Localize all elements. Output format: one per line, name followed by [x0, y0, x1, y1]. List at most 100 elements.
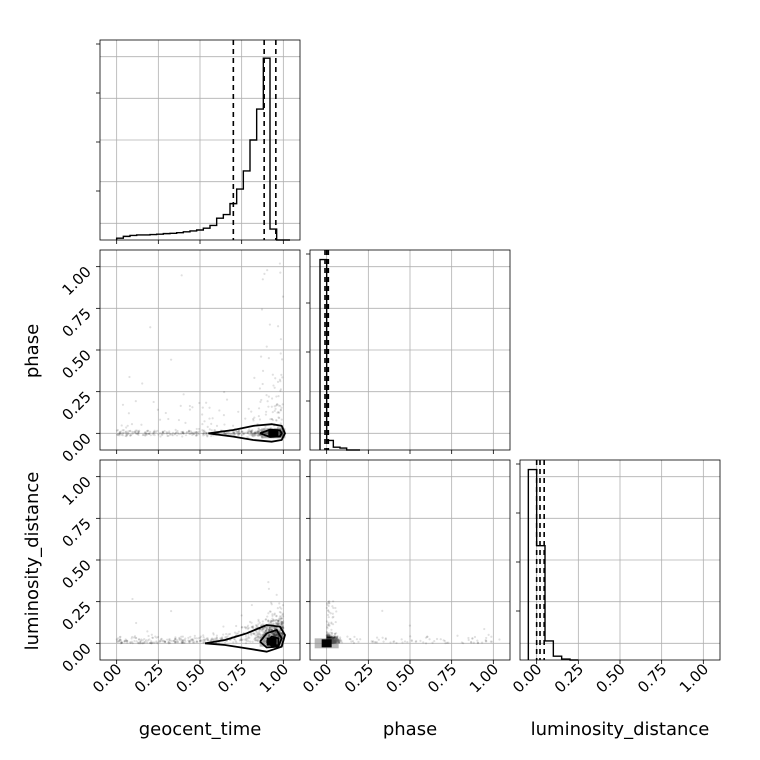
scatter-point — [129, 434, 132, 437]
scatter-point — [328, 624, 331, 627]
scatter-point — [272, 633, 275, 637]
scatter-point — [248, 433, 251, 436]
scatter-point — [258, 632, 261, 636]
scatter-point — [280, 620, 283, 624]
scatter-point — [241, 638, 244, 641]
scatter-point — [276, 633, 279, 637]
scatter-point — [348, 637, 351, 641]
scatter-point — [227, 432, 230, 435]
scatter-point — [177, 433, 181, 436]
scatter-point — [328, 634, 331, 637]
scatter-point — [276, 607, 279, 610]
scatter-point — [331, 616, 334, 619]
scatter-point — [180, 635, 183, 638]
scatter-point — [243, 638, 246, 641]
scatter-point — [327, 636, 330, 639]
scatter-point — [189, 430, 192, 433]
scatter-point — [152, 430, 156, 433]
scatter-point — [268, 628, 271, 632]
scatter-point — [239, 638, 242, 642]
scatter-point — [137, 638, 141, 641]
density-peak — [268, 429, 279, 438]
scatter-point — [251, 626, 255, 629]
scatter-point — [135, 636, 138, 640]
scatter-point — [165, 432, 168, 435]
scatter-point — [439, 638, 442, 641]
scatter-point — [330, 636, 334, 639]
scatter-point — [485, 640, 488, 643]
scatter-point — [203, 430, 207, 433]
scatter-point — [265, 630, 268, 633]
scatter-point — [265, 626, 268, 629]
scatter-point — [195, 430, 198, 434]
scatter-point — [490, 640, 493, 643]
scatter-point — [202, 429, 206, 432]
scatter-point — [144, 432, 147, 435]
scatter-point — [178, 637, 181, 640]
scatter-point — [167, 431, 171, 434]
x-tick-label: 0.50 — [172, 660, 208, 696]
scatter-point — [275, 626, 278, 629]
scatter-point — [406, 641, 409, 644]
scatter-point — [134, 430, 137, 433]
scatter-point — [203, 433, 206, 436]
scatter-point — [277, 619, 280, 623]
scatter-point — [258, 418, 262, 421]
scatter-point — [328, 634, 331, 637]
scatter-point — [123, 640, 126, 643]
scatter-point — [161, 431, 165, 434]
scatter-point — [333, 635, 337, 638]
scatter-point — [251, 431, 254, 434]
scatter-point — [180, 639, 183, 642]
scatter-point — [326, 633, 330, 637]
scatter-point — [130, 433, 133, 437]
scatter-point — [243, 431, 247, 434]
scatter-point — [156, 429, 159, 432]
scatter-point — [116, 637, 120, 640]
scatter-point — [273, 633, 276, 637]
scatter-point — [121, 429, 124, 432]
scatter-point — [410, 639, 413, 643]
scatter-point — [268, 633, 271, 637]
scatter-point — [280, 631, 283, 635]
scatter-point — [260, 398, 263, 402]
x-tick-label: 0.25 — [341, 660, 377, 696]
scatter-point — [326, 635, 330, 638]
scatter-point — [371, 641, 374, 644]
scatter-point — [175, 431, 178, 434]
scatter-point — [178, 636, 181, 639]
scatter-point — [136, 432, 140, 435]
scatter-point — [169, 433, 172, 436]
scatter-point — [173, 640, 177, 644]
scatter-point — [277, 395, 280, 398]
scatter-point — [233, 431, 236, 434]
y-axis-label-phase: phase — [22, 324, 43, 378]
scatter-point — [206, 638, 209, 642]
scatter-point — [161, 431, 164, 434]
scatter-point — [277, 410, 280, 414]
scatter-point — [198, 639, 202, 642]
scatter-point — [268, 323, 271, 326]
scatter-point — [447, 641, 450, 644]
scatter-point — [136, 432, 139, 435]
scatter-point — [384, 638, 387, 641]
scatter-point — [275, 633, 278, 636]
scatter-point — [326, 613, 330, 617]
scatter-point — [199, 639, 202, 642]
scatter-point — [237, 630, 240, 633]
scatter-point — [268, 634, 271, 637]
scatter-point — [271, 632, 275, 635]
scatter-point — [130, 423, 134, 426]
scatter-point — [189, 639, 192, 642]
scatter-point — [152, 430, 155, 434]
scatter-point — [193, 634, 196, 637]
scatter-point — [250, 621, 253, 624]
scatter-point — [197, 637, 200, 640]
scatter-point — [134, 431, 138, 435]
scatter-point — [431, 641, 434, 644]
scatter-point — [328, 600, 331, 603]
scatter-point — [170, 639, 173, 642]
scatter-point — [270, 603, 273, 606]
scatter-point — [237, 430, 240, 434]
scatter-point — [327, 604, 330, 608]
